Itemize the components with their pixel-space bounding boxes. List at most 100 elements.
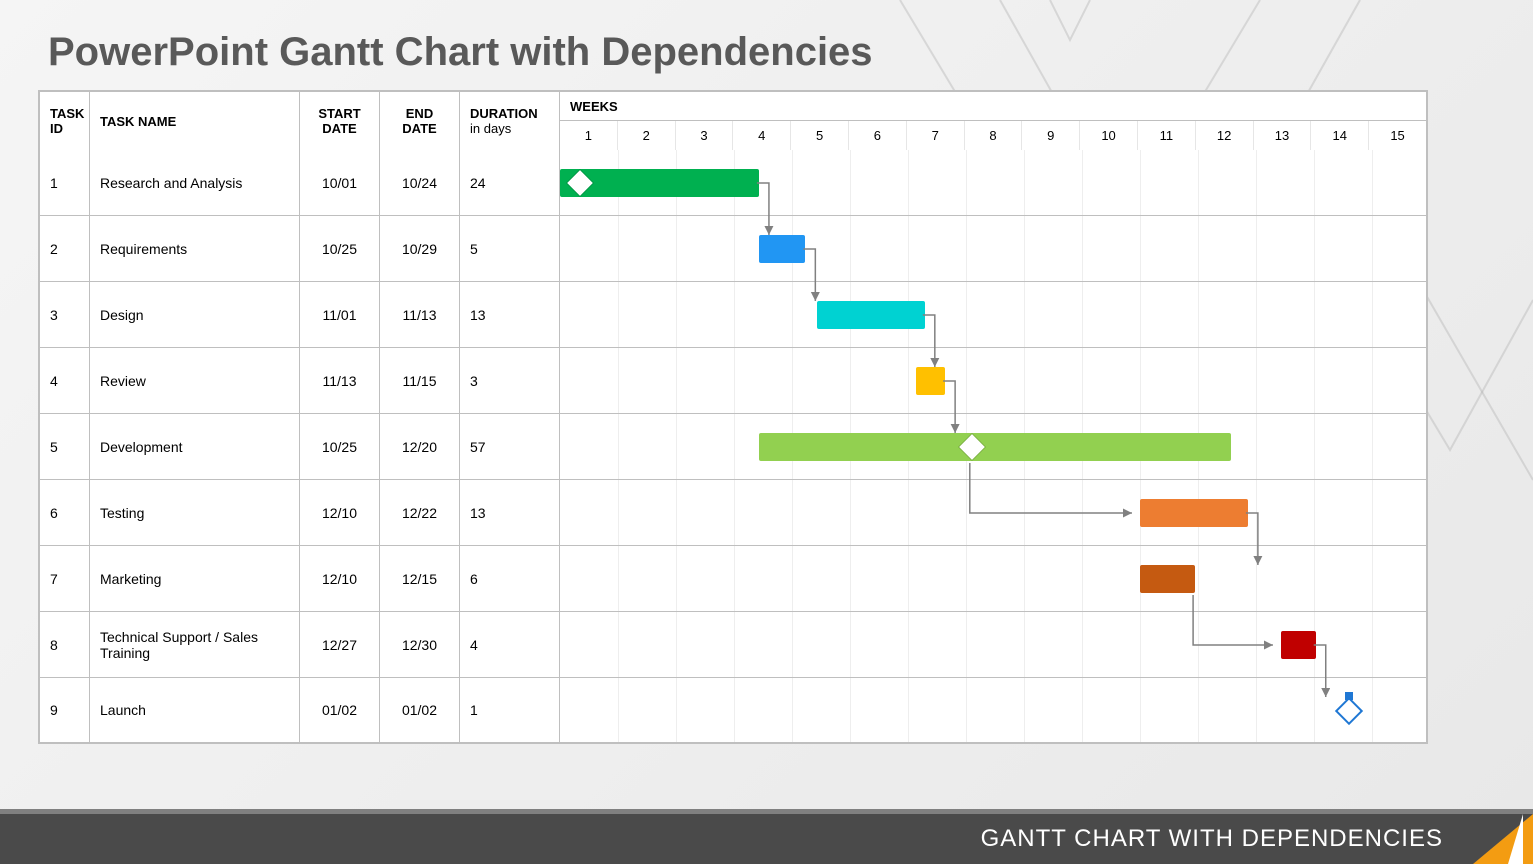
cell-end: 12/20 (380, 414, 460, 479)
cell-dur: 1 (460, 678, 560, 742)
cell-start: 10/25 (300, 414, 380, 479)
cell-dur: 3 (460, 348, 560, 413)
gantt-cell (560, 480, 1428, 545)
week-col: 7 (907, 121, 965, 150)
week-col: 10 (1080, 121, 1138, 150)
gantt-bar (1281, 631, 1316, 659)
gantt-bar (759, 433, 1231, 461)
cell-name: Marketing (90, 546, 300, 611)
footer-text: GANTT CHART WITH DEPENDENCIES (981, 825, 1443, 853)
table-row: 5 Development 10/25 12/20 57 (38, 414, 1428, 480)
hdr-task-id: TASK ID (40, 92, 90, 150)
cell-name: Research and Analysis (90, 150, 300, 215)
cell-start: 11/13 (300, 348, 380, 413)
launch-tick (1345, 692, 1353, 700)
cell-dur: 13 (460, 282, 560, 347)
gantt-bar (1140, 499, 1248, 527)
week-col: 12 (1196, 121, 1254, 150)
table-row: 1 Research and Analysis 10/01 10/24 24 (38, 150, 1428, 216)
gantt-cell (560, 612, 1428, 677)
cell-end: 12/22 (380, 480, 460, 545)
week-col: 4 (733, 121, 791, 150)
cell-id: 8 (40, 612, 90, 677)
hdr-end: END DATE (380, 92, 460, 150)
cell-start: 10/25 (300, 216, 380, 281)
table-row: 8 Technical Support / Sales Training 12/… (38, 612, 1428, 678)
cell-id: 7 (40, 546, 90, 611)
cell-end: 11/13 (380, 282, 460, 347)
week-col: 9 (1022, 121, 1080, 150)
cell-id: 2 (40, 216, 90, 281)
week-col: 14 (1311, 121, 1369, 150)
cell-start: 11/01 (300, 282, 380, 347)
table-row: 6 Testing 12/10 12/22 13 (38, 480, 1428, 546)
weeks-label: WEEKS (560, 92, 1426, 121)
cell-dur: 57 (460, 414, 560, 479)
week-col: 8 (965, 121, 1023, 150)
cell-id: 4 (40, 348, 90, 413)
cell-name: Requirements (90, 216, 300, 281)
gantt-cell (560, 348, 1428, 413)
cell-id: 1 (40, 150, 90, 215)
cell-dur: 5 (460, 216, 560, 281)
cell-end: 11/15 (380, 348, 460, 413)
hdr-task-name: TASK NAME (90, 92, 300, 150)
gantt-cell (560, 150, 1428, 215)
week-col: 11 (1138, 121, 1196, 150)
cell-id: 6 (40, 480, 90, 545)
gantt-chart: TASK ID TASK NAME START DATE END DATE DU… (38, 90, 1428, 744)
footer: GANTT CHART WITH DEPENDENCIES (0, 814, 1533, 864)
table-header: TASK ID TASK NAME START DATE END DATE DU… (38, 90, 1428, 150)
hdr-dur: DURATION in days (460, 92, 560, 150)
cell-name: Technical Support / Sales Training (90, 612, 300, 677)
cell-name: Testing (90, 480, 300, 545)
cell-end: 10/29 (380, 216, 460, 281)
cell-start: 12/10 (300, 546, 380, 611)
cell-name: Launch (90, 678, 300, 742)
gantt-bar (817, 301, 925, 329)
cell-end: 01/02 (380, 678, 460, 742)
footer-accent-slash (1508, 814, 1523, 864)
cell-dur: 13 (460, 480, 560, 545)
table-row: 7 Marketing 12/10 12/15 6 (38, 546, 1428, 612)
cell-start: 12/27 (300, 612, 380, 677)
cell-start: 01/02 (300, 678, 380, 742)
gantt-cell (560, 414, 1428, 479)
cell-id: 3 (40, 282, 90, 347)
gantt-bar (1140, 565, 1195, 593)
cell-dur: 4 (460, 612, 560, 677)
week-col: 6 (849, 121, 907, 150)
table-row: 2 Requirements 10/25 10/29 5 (38, 216, 1428, 282)
hdr-weeks: WEEKS 123456789101112131415 (560, 92, 1428, 150)
page-title: PowerPoint Gantt Chart with Dependencies (48, 30, 873, 75)
table-row: 4 Review 11/13 11/15 3 (38, 348, 1428, 414)
cell-name: Development (90, 414, 300, 479)
table-row: 9 Launch 01/02 01/02 1 (38, 678, 1428, 744)
cell-start: 12/10 (300, 480, 380, 545)
gantt-bar (759, 235, 805, 263)
cell-end: 12/30 (380, 612, 460, 677)
gantt-cell (560, 216, 1428, 281)
week-col: 15 (1369, 121, 1426, 150)
cell-name: Design (90, 282, 300, 347)
gantt-cell (560, 282, 1428, 347)
week-col: 13 (1254, 121, 1312, 150)
cell-name: Review (90, 348, 300, 413)
cell-dur: 6 (460, 546, 560, 611)
hdr-start: START DATE (300, 92, 380, 150)
cell-end: 12/15 (380, 546, 460, 611)
cell-dur: 24 (460, 150, 560, 215)
week-col: 3 (676, 121, 734, 150)
cell-id: 5 (40, 414, 90, 479)
cell-start: 10/01 (300, 150, 380, 215)
gantt-cell (560, 546, 1428, 611)
gantt-bar (916, 367, 945, 395)
week-col: 2 (618, 121, 676, 150)
week-col: 1 (560, 121, 618, 150)
table-row: 3 Design 11/01 11/13 13 (38, 282, 1428, 348)
cell-id: 9 (40, 678, 90, 742)
footer-accent-triangle (1473, 814, 1533, 864)
launch-marker (1335, 697, 1363, 725)
cell-end: 10/24 (380, 150, 460, 215)
gantt-cell (560, 678, 1428, 742)
